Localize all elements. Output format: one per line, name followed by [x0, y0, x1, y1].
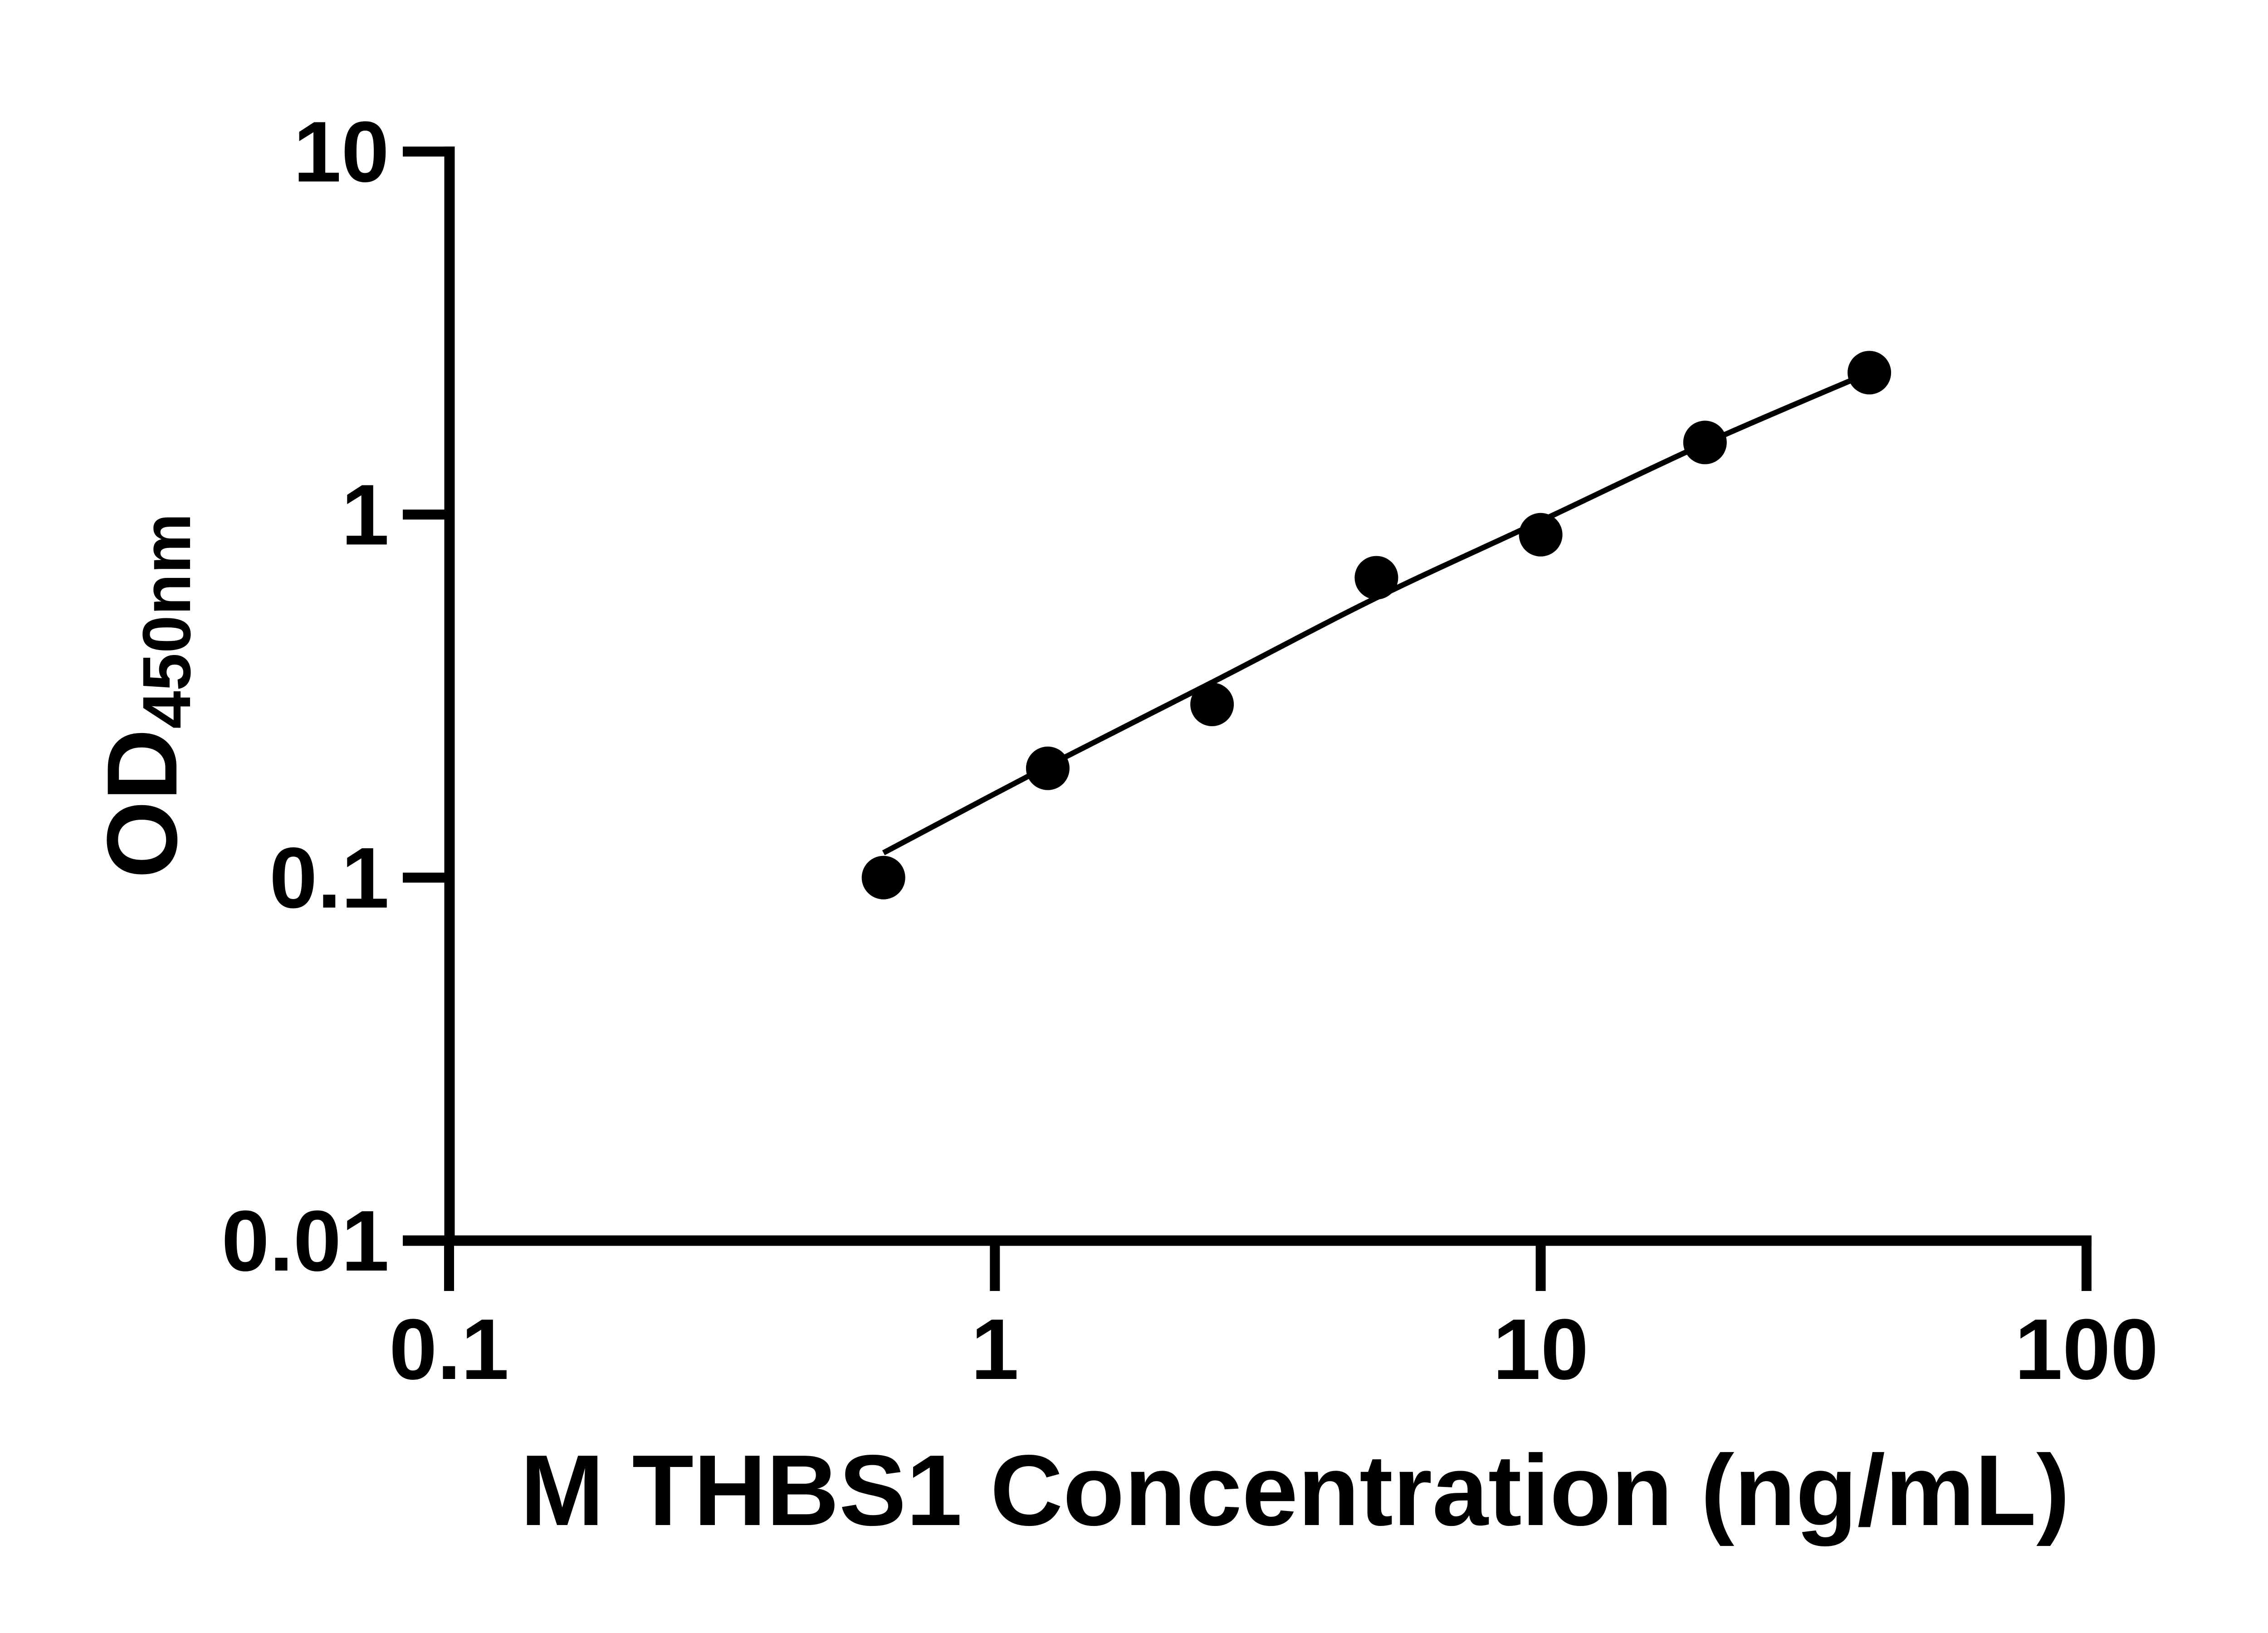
y-axis-title: OD450nm	[86, 513, 205, 878]
x-tick-label: 10	[1493, 1301, 1589, 1398]
x-axis-title: M THBS1 Concentration (ng/mL)	[520, 1434, 2070, 1547]
data-point	[1848, 351, 1892, 395]
data-points-group	[861, 351, 1892, 900]
data-point	[1190, 682, 1234, 726]
y-axis-title-main: OD	[86, 729, 198, 879]
data-point	[1683, 420, 1727, 464]
y-tick-label: 1	[341, 467, 389, 563]
data-point	[1354, 556, 1398, 600]
data-point	[1026, 746, 1070, 790]
y-tick-label: 10	[293, 104, 389, 200]
y-axis-title-subscript: 450nm	[128, 513, 205, 728]
data-point	[861, 856, 905, 900]
x-axis-ticks: 0.1 1 10 100	[389, 1241, 2158, 1398]
x-tick-label: 1	[971, 1301, 1019, 1398]
x-tick-label: 100	[2014, 1301, 2158, 1398]
x-tick-label: 0.1	[389, 1301, 509, 1398]
y-tick-label: 0.01	[221, 1193, 389, 1289]
data-point	[1519, 513, 1563, 557]
y-tick-label: 0.1	[269, 830, 389, 926]
